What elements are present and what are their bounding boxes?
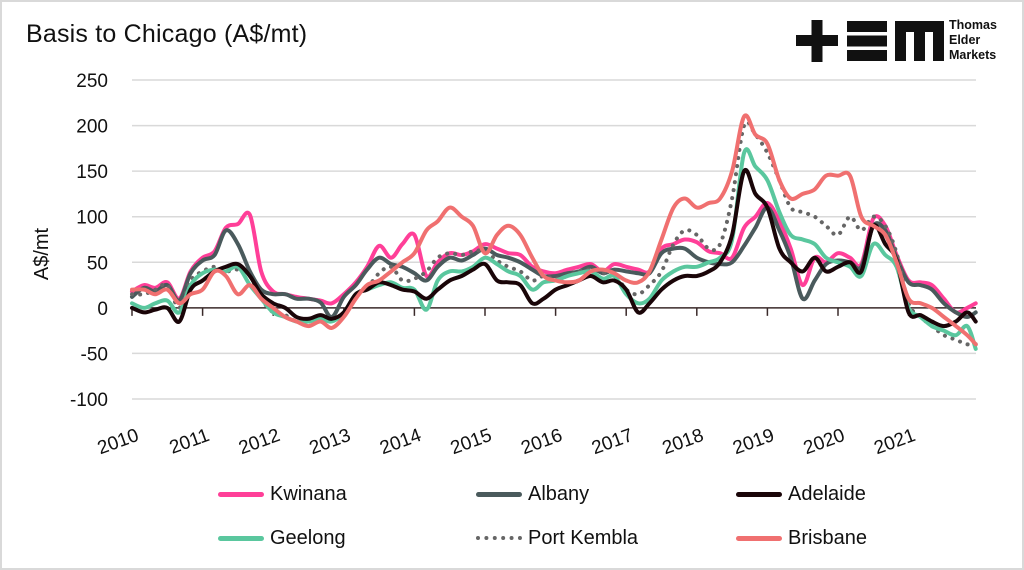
y-axis-label: A$/mt xyxy=(31,227,53,280)
logo-line-3: Markets xyxy=(949,48,997,62)
legend-label: Kwinana xyxy=(270,482,347,505)
legend-swatch-icon xyxy=(736,535,782,541)
legend-item-port-kembla: Port Kembla xyxy=(476,526,638,550)
x-tick-label: 2017 xyxy=(589,425,636,459)
x-tick-label: 2020 xyxy=(801,425,848,459)
y-tick-labels: 250 200 150 100 50 0 -50 -100 xyxy=(70,71,108,411)
legend-item-albany: Albany xyxy=(476,482,589,506)
legend-swatch-icon xyxy=(736,491,782,497)
x-axis: 2010 2011 2012 2013 2014 2015 2016 2017 2018 2019… xyxy=(95,307,976,459)
x-tick-label: 2019 xyxy=(730,425,777,459)
y-tick-label: -100 xyxy=(70,390,108,411)
logo-text: Thomas Elder Markets xyxy=(949,18,997,63)
x-tick-label: 2014 xyxy=(377,425,424,459)
x-tick-label: 2018 xyxy=(660,425,707,459)
x-tick-label: 2013 xyxy=(307,425,354,459)
legend-swatch-icon xyxy=(476,491,522,497)
legend-swatch-icon xyxy=(218,491,264,497)
x-tick-label: 2016 xyxy=(518,425,565,459)
x-tick-label: 2012 xyxy=(236,425,283,459)
legend-swatch-icon xyxy=(476,536,522,540)
series-lines xyxy=(130,113,978,351)
series-line-kwinana xyxy=(130,201,978,315)
legend-item-adelaide: Adelaide xyxy=(736,482,866,506)
series-line-brisbane xyxy=(130,113,978,347)
y-tick-label: 250 xyxy=(76,71,108,92)
y-tick-label: -50 xyxy=(81,344,108,365)
y-tick-label: 150 xyxy=(76,162,108,183)
series-line-adelaide xyxy=(130,167,978,329)
tem-logo-icon xyxy=(796,20,944,62)
legend-item-kwinana: Kwinana xyxy=(218,482,347,506)
y-tick-label: 200 xyxy=(76,117,108,138)
y-tick-label: 100 xyxy=(76,208,108,229)
x-tick-label: 2011 xyxy=(167,425,213,459)
legend-swatch-icon xyxy=(218,535,264,541)
legend-label: Adelaide xyxy=(788,482,866,505)
series-line-port-kembla xyxy=(130,119,978,347)
y-tick-label: 0 xyxy=(97,299,108,320)
x-tick-label: 2015 xyxy=(448,425,495,459)
legend-item-geelong: Geelong xyxy=(218,526,346,550)
y-tick-label: 50 xyxy=(87,253,108,274)
x-tick-label: 2021 xyxy=(871,425,918,459)
legend-label: Albany xyxy=(528,482,590,505)
chart-title: Basis to Chicago (A$/mt) xyxy=(26,20,308,48)
logo-line-2: Elder xyxy=(949,33,981,47)
legend-item-brisbane: Brisbane xyxy=(736,526,867,550)
legend-label: Geelong xyxy=(270,526,346,549)
logo-line-1: Thomas xyxy=(949,18,997,32)
legend-label: Brisbane xyxy=(788,526,867,549)
legend-label: Port Kembla xyxy=(528,526,639,549)
x-tick-label: 2010 xyxy=(95,425,142,459)
gridlines xyxy=(132,79,976,400)
